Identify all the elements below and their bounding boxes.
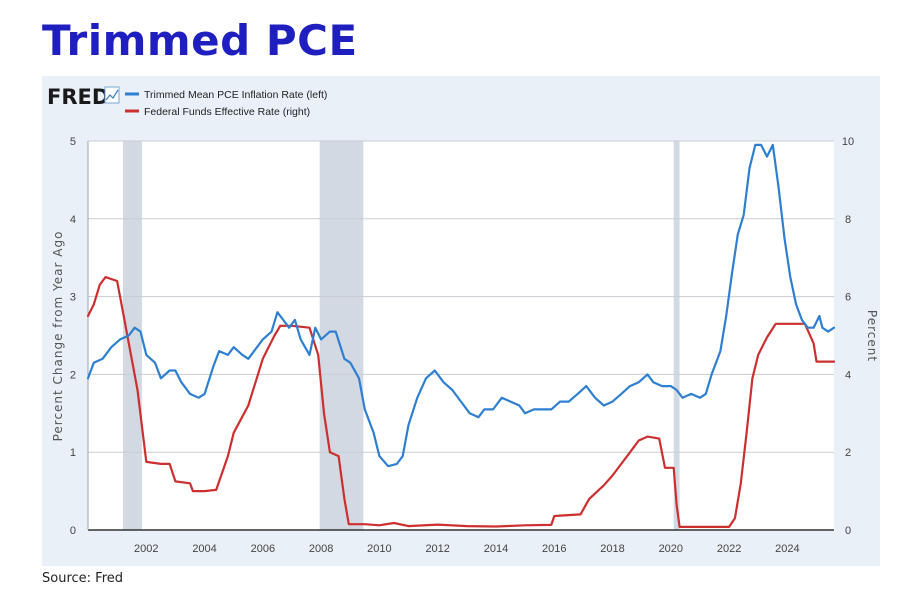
left-axis-title: Percent Change from Year Ago — [51, 231, 65, 442]
right-tick-label: 10 — [842, 136, 854, 148]
x-tick-label: 2022 — [717, 543, 741, 555]
x-tick-label: 2012 — [425, 543, 449, 555]
left-tick-label: 4 — [70, 214, 76, 226]
right-tick-label: 2 — [845, 447, 851, 459]
x-tick-label: 2018 — [600, 543, 624, 555]
chart-svg: 0 1 2 3 4 5 0 2 4 6 8 10 2002 2004 2006 2008 2010 2012 201… — [47, 85, 879, 555]
x-tick-label: 2008 — [309, 543, 333, 555]
left-tick-label: 2 — [70, 369, 76, 381]
x-tick-label: 2002 — [134, 543, 158, 555]
x-tick-label: 2014 — [484, 543, 508, 555]
right-tick-label: 0 — [845, 525, 851, 537]
right-tick-label: 4 — [845, 369, 851, 381]
tick-labels: 0 1 2 3 4 5 0 2 4 6 8 10 2002 2004 2006 2008 2010 2012 201… — [70, 136, 854, 555]
right-tick-label: 6 — [845, 292, 851, 304]
legend-label-trimmed-pce: Trimmed Mean PCE Inflation Rate (left) — [144, 89, 327, 101]
series-line-trimmed-pce — [86, 143, 836, 468]
series-lines — [86, 143, 836, 528]
x-tick-label: 2006 — [251, 543, 275, 555]
right-axis-title: Percent — [865, 310, 879, 362]
left-tick-label: 1 — [70, 447, 76, 459]
plot-area — [88, 141, 834, 530]
x-tick-label: 2024 — [775, 543, 799, 555]
fred-chart-icon — [104, 86, 120, 104]
x-tick-label: 2004 — [192, 543, 216, 555]
chart-panel: 0 1 2 3 4 5 0 2 4 6 8 10 2002 2004 2006 2008 2010 2012 201… — [42, 76, 880, 566]
left-tick-label: 0 — [70, 525, 76, 537]
x-tick-label: 2010 — [367, 543, 391, 555]
page-title: Trimmed PCE — [42, 16, 358, 65]
gridlines — [88, 140, 834, 531]
recession-band-0 — [122, 141, 142, 530]
x-tick-label: 2020 — [659, 543, 683, 555]
x-tick-label: 2016 — [542, 543, 566, 555]
right-tick-label: 8 — [845, 214, 851, 226]
legend-label-fed-funds: Federal Funds Effective Rate (right) — [144, 106, 310, 118]
left-tick-label: 5 — [70, 136, 76, 148]
fred-logo: FRED — [47, 85, 109, 109]
series-line-fed-funds — [86, 276, 836, 528]
source-note: Source: Fred — [42, 571, 124, 586]
left-tick-label: 3 — [70, 292, 76, 304]
recession-band-2 — [673, 141, 680, 530]
